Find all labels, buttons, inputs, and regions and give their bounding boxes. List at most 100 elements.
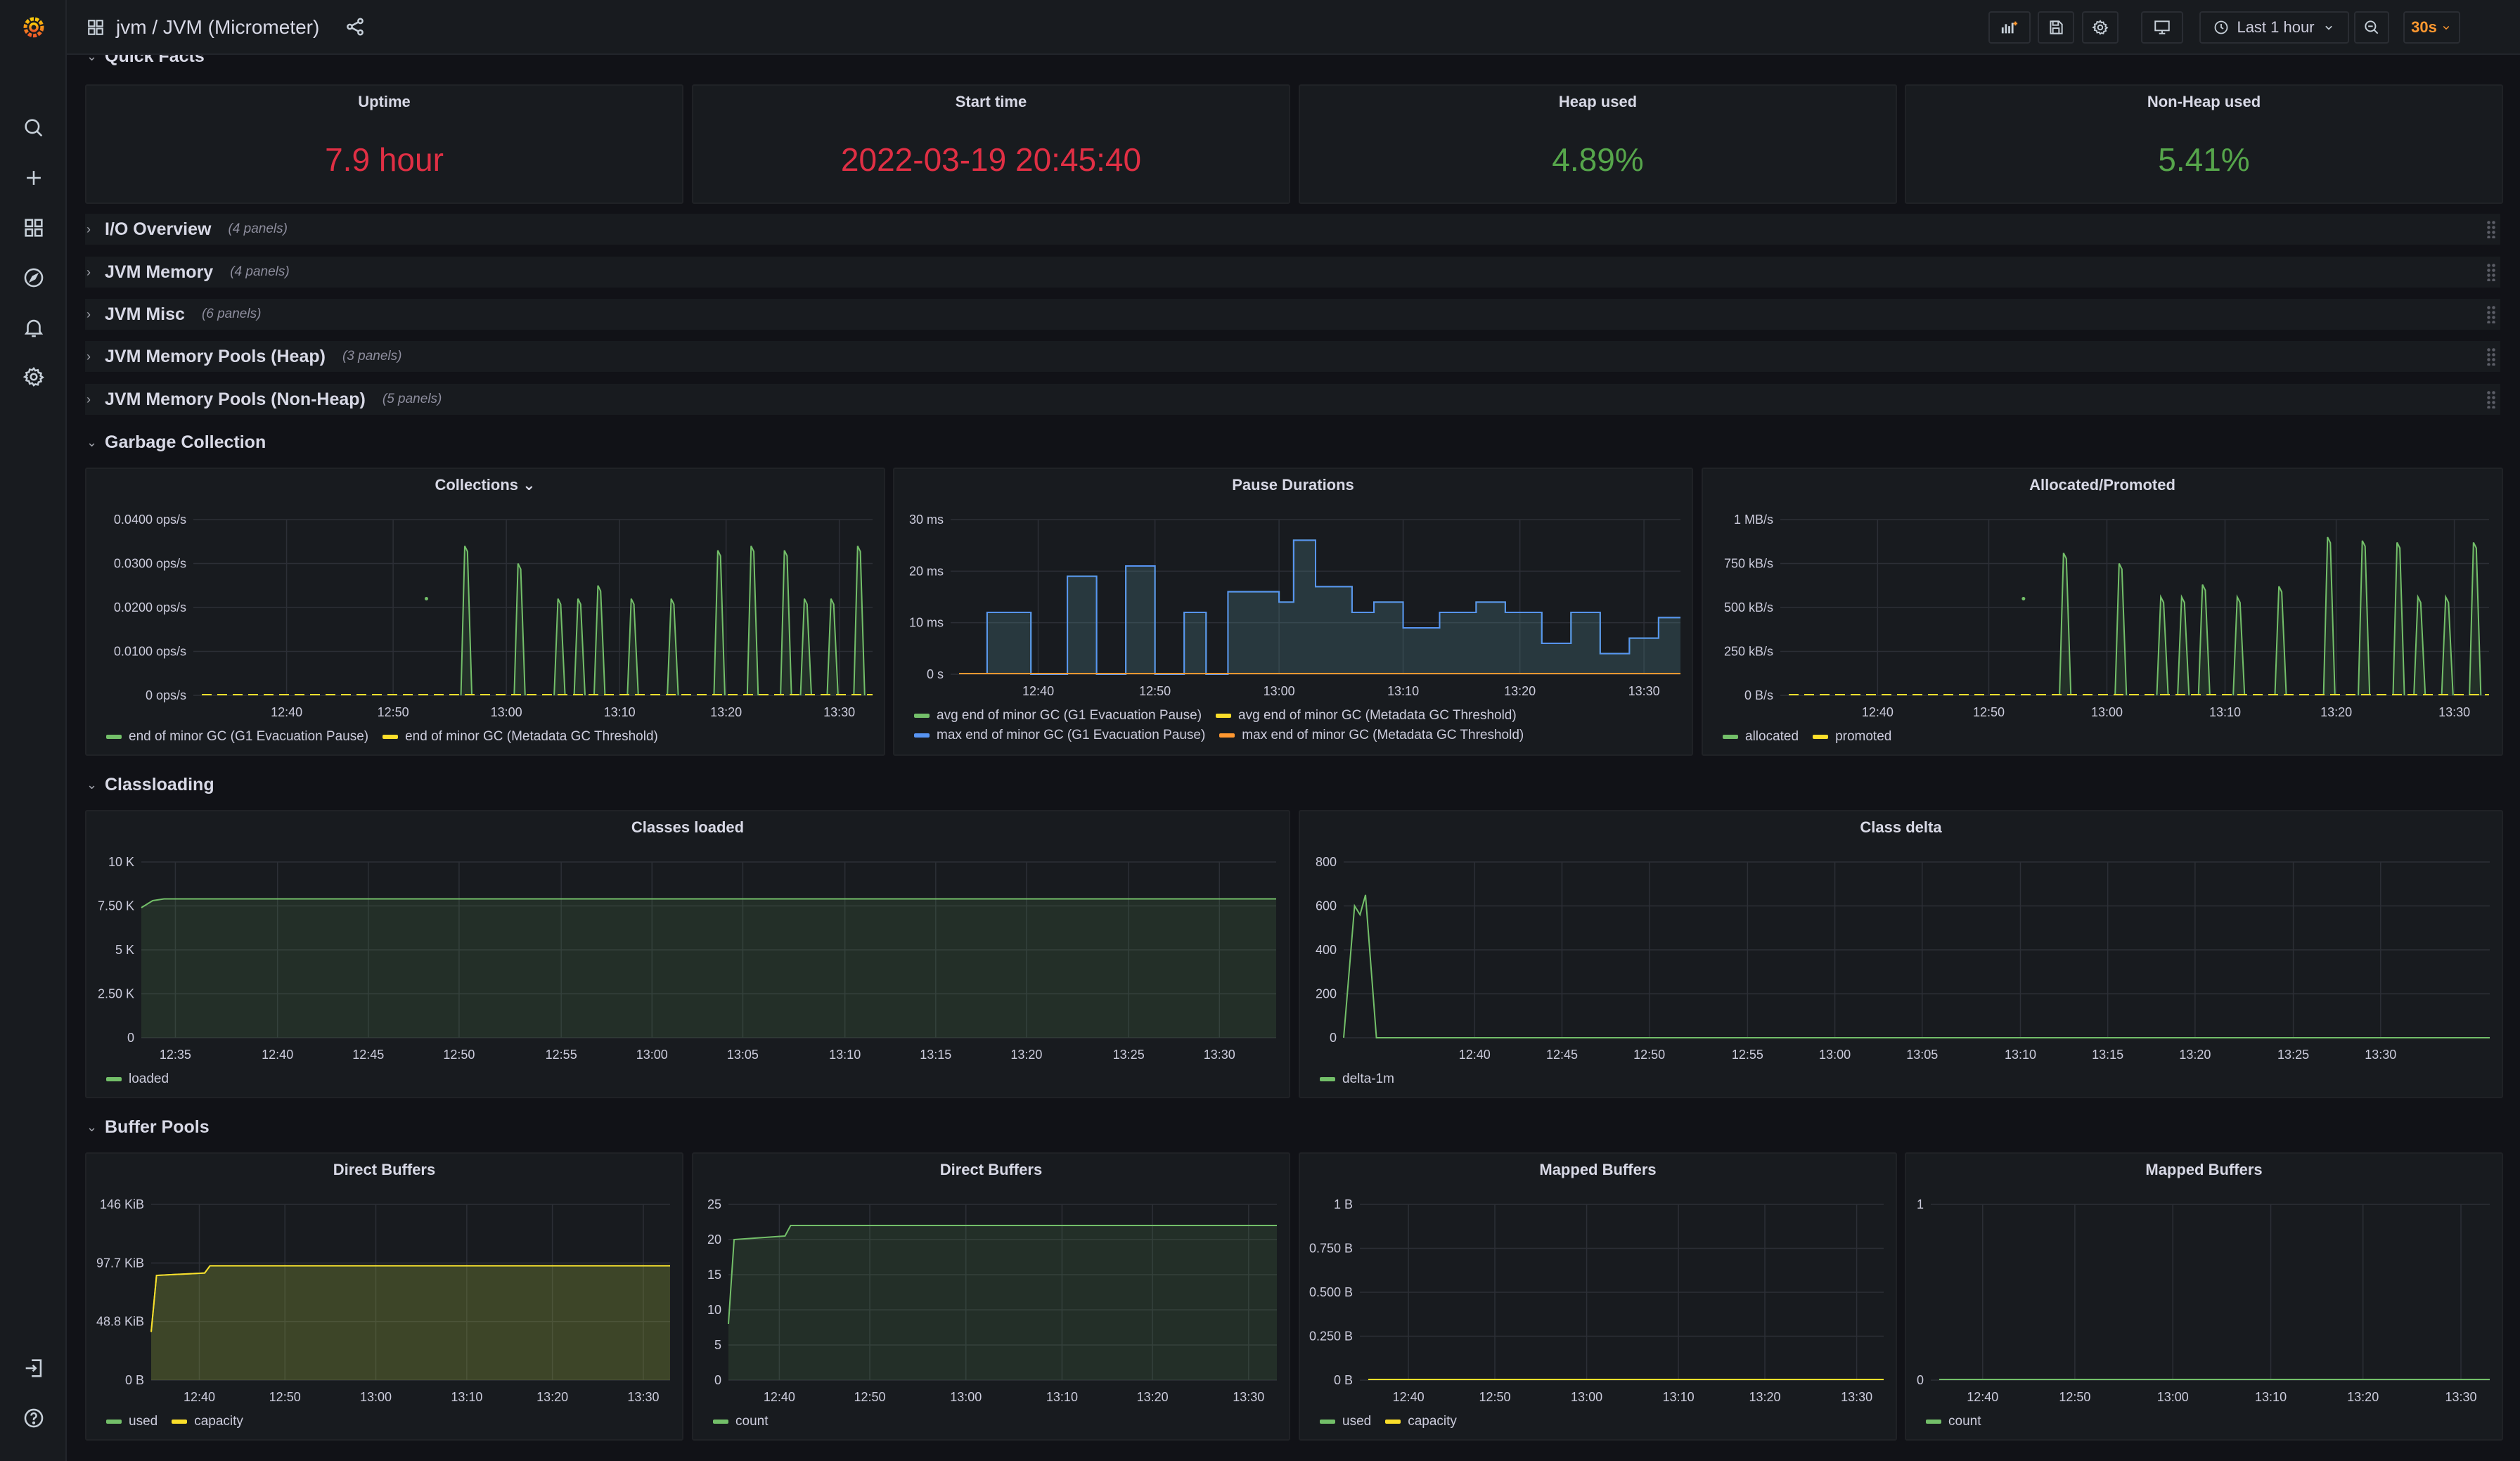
panel-classes-loaded[interactable]: Classes loaded 0 2.50 K 5 K 7.50 K 10 K 12:35…	[85, 810, 1290, 1098]
panel-direct-buffers-count[interactable]: Direct Buffers 0 5 10 15 20 25 12:40 12:50 13:00…	[692, 1152, 1290, 1441]
legend-item[interactable]: capacity	[1385, 1414, 1457, 1429]
drag-handle-icon[interactable]	[2486, 305, 2496, 323]
refresh-interval-picker[interactable]: 30s	[2403, 11, 2460, 44]
y-tick-label: 250 kB/s	[1724, 645, 1773, 659]
chart-legend: used capacity	[106, 1414, 682, 1429]
chevron-down-icon	[2443, 25, 2450, 30]
tv-mode-button[interactable]	[2141, 11, 2183, 44]
x-tick-label: 13:10	[604, 705, 636, 719]
row-quick-facts[interactable]: ⌄ Quick Facts	[85, 55, 2500, 72]
breadcrumb[interactable]: jvm / JVM (Micrometer)	[86, 13, 319, 42]
x-tick-label: 13:30	[2445, 1390, 2476, 1404]
legend-label: delta-1m	[1342, 1071, 1394, 1086]
x-tick-label: 12:40	[184, 1390, 215, 1404]
legend-item[interactable]: delta-1m	[1320, 1071, 1394, 1087]
panel-direct-buffers-bytes[interactable]: Direct Buffers 0 B 48.8 KiB 97.7 KiB 146 Ki…	[85, 1152, 683, 1441]
panel-mapped-buffers-bytes[interactable]: Mapped Buffers 0 B 0.250 B 0.500 B 0.750 B 1…	[1299, 1152, 1897, 1441]
row-jvm-memory-pools-heap[interactable]: › JVM Memory Pools (Heap) (3 panels)	[85, 341, 2500, 372]
x-tick-label: 13:30	[1628, 684, 1660, 698]
legend-item[interactable]: max end of minor GC (G1 Evacuation Pause…	[914, 728, 1205, 743]
panel-allocated-promoted[interactable]: Allocated/Promoted 0 B/s 250 kB/s 500 kB/s…	[1702, 468, 2503, 756]
stat-value: 4.89%	[1552, 141, 1644, 178]
chevron-right-icon: ›	[86, 392, 91, 406]
x-tick-label: 13:15	[2092, 1048, 2123, 1062]
add-panel-button[interactable]	[1988, 11, 2031, 44]
drag-handle-icon[interactable]	[2486, 347, 2496, 366]
row-io-overview[interactable]: › I/O Overview (4 panels)	[85, 214, 2500, 245]
plus-icon[interactable]	[17, 161, 51, 195]
panel-title: Direct Buffers	[939, 1161, 1043, 1178]
legend-item[interactable]: capacity	[172, 1414, 243, 1429]
search-icon[interactable]	[17, 111, 51, 145]
legend-item[interactable]: avg end of minor GC (Metadata GC Thresho…	[1216, 708, 1517, 723]
row-jvm-memory-pools-nonheap[interactable]: › JVM Memory Pools (Non-Heap) (5 panels)	[85, 384, 2500, 415]
chevron-down-icon	[2325, 25, 2332, 30]
panel-title: Direct Buffers	[333, 1161, 436, 1178]
x-tick-label: 13:30	[823, 705, 855, 719]
panel-collections[interactable]: Collections ⌄ 0 ops/s 0.0100 ops/s 0.0200 …	[85, 468, 885, 756]
chart-legend: count	[713, 1414, 1289, 1429]
legend-item[interactable]: used	[1320, 1414, 1371, 1429]
panel-pause-durations[interactable]: Pause Durations 0 s 10 ms 20 ms 30 ms 12:40 1…	[893, 468, 1693, 756]
drag-handle-icon[interactable]	[2486, 263, 2496, 281]
zoom-out-button[interactable]	[2354, 11, 2389, 44]
legend-label: end of minor GC (G1 Evacuation Pause)	[129, 729, 369, 744]
legend-item[interactable]: count	[713, 1414, 768, 1429]
grafana-logo-icon[interactable]	[17, 10, 51, 44]
legend-item[interactable]: promoted	[1813, 729, 1891, 745]
bell-icon[interactable]	[17, 311, 51, 345]
legend-item[interactable]: loaded	[106, 1071, 169, 1087]
legend-swatch	[382, 734, 399, 739]
legend-item[interactable]: allocated	[1723, 729, 1799, 745]
clock-icon	[2215, 20, 2228, 34]
legend-label: max end of minor GC (Metadata GC Thresho…	[1242, 728, 1524, 742]
time-range-picker[interactable]: Last 1 hour	[2199, 11, 2349, 44]
drag-handle-icon[interactable]	[2486, 220, 2496, 238]
panel-start-time[interactable]: Start time 2022-03-19 20:45:40	[692, 84, 1290, 204]
panel-heap-used[interactable]: Heap used 4.89%	[1299, 84, 1897, 204]
legend-item[interactable]: count	[1926, 1414, 1981, 1429]
y-tick-label: 0	[127, 1031, 134, 1045]
panel-mapped-buffers-count[interactable]: Mapped Buffers 0 1 12:40 12:50 13:00 13:10 13:…	[1905, 1152, 2503, 1441]
x-tick-label: 12:40	[1967, 1390, 1998, 1404]
collections-chart: 0 ops/s 0.0100 ops/s 0.0200 ops/s 0.0300 op…	[114, 513, 873, 719]
y-tick-label: 2.50 K	[98, 987, 134, 1001]
x-tick-label: 12:50	[443, 1048, 475, 1062]
legend-item[interactable]: used	[106, 1414, 158, 1429]
drag-handle-icon[interactable]	[2486, 390, 2496, 408]
row-buffer-pools[interactable]: ⌄ Buffer Pools	[85, 1112, 2500, 1143]
panel-uptime[interactable]: Uptime 7.9 hour	[85, 84, 683, 204]
x-tick-label: 13:15	[920, 1048, 951, 1062]
row-classloading[interactable]: ⌄ Classloading	[85, 769, 2500, 800]
gear-icon[interactable]	[17, 360, 51, 394]
row-jvm-memory[interactable]: › JVM Memory (4 panels)	[85, 257, 2500, 288]
chevron-down-icon: ⌄	[86, 435, 98, 449]
legend-swatch	[713, 1419, 728, 1424]
chevron-right-icon: ›	[86, 307, 91, 321]
legend-item[interactable]: end of minor GC (G1 Evacuation Pause)	[106, 729, 368, 745]
compass-icon[interactable]	[17, 261, 51, 295]
dashboard-title[interactable]: jvm / JVM (Micrometer)	[116, 16, 320, 38]
share-icon[interactable]	[345, 16, 366, 37]
x-tick-label: 12:50	[1479, 1390, 1510, 1404]
y-tick-label: 20	[707, 1232, 721, 1247]
sign-in-icon[interactable]	[17, 1351, 51, 1385]
dashboard-settings-button[interactable]	[2082, 11, 2119, 44]
panel-class-delta[interactable]: Class delta 0 200 400 600 800 12:40 12:45 12:50…	[1299, 810, 2503, 1098]
chart-legend: count	[1926, 1414, 2502, 1429]
legend-item[interactable]: avg end of minor GC (G1 Evacuation Pause…	[914, 708, 1202, 723]
panel-nonheap-used[interactable]: Non-Heap used 5.41%	[1905, 84, 2503, 204]
chevron-down-icon: ⌄	[86, 55, 98, 63]
row-garbage-collection[interactable]: ⌄ Garbage Collection	[85, 427, 2500, 458]
save-dashboard-button[interactable]	[2038, 11, 2074, 44]
legend-label: max end of minor GC (G1 Evacuation Pause…	[937, 728, 1206, 742]
refresh-button[interactable]	[2389, 11, 2403, 44]
row-jvm-misc[interactable]: › JVM Misc (6 panels)	[85, 299, 2500, 330]
dashboard-grid: ⌄ Quick Facts Uptime 7.9 hour Start time…	[67, 55, 2520, 1461]
legend-item[interactable]: max end of minor GC (Metadata GC Thresho…	[1219, 728, 1524, 743]
x-tick-label: 13:10	[2209, 705, 2241, 719]
dashboards-icon[interactable]	[17, 211, 51, 245]
help-icon[interactable]	[17, 1401, 51, 1435]
legend-item[interactable]: end of minor GC (Metadata GC Threshold)	[382, 729, 658, 745]
x-tick-label: 12:55	[1732, 1048, 1763, 1062]
